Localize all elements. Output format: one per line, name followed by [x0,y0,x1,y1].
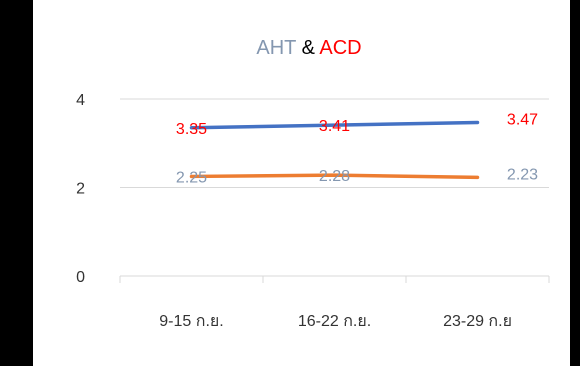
series-lines [189,120,480,180]
series-line-2 [189,173,480,180]
chart-panel: AHT & ACD 0 2 4 9-15 ก.ย. 16-22 ก.ย. 23-29 ก… [33,0,570,366]
chart-title-part-1: & [296,37,319,59]
x-tick-label: 9-15 ก.ย. [159,313,223,330]
chart-title-part-2: ACD [319,37,361,59]
x-tick-label: 23-29 ก.ย [443,313,512,330]
x-tick-label: 16-22 ก.ย. [298,313,371,330]
y-axis-ticks: 0 2 4 [76,92,85,286]
chart-title-part-0: AHT [256,37,296,59]
data-label: 2.28 [319,168,350,185]
x-axis [119,275,550,283]
chart-title: AHT & ACD [256,37,361,59]
data-label: 3.35 [176,121,207,138]
y-tick-label: 0 [76,269,85,286]
data-label: 3.41 [319,118,350,135]
series-line-1 [189,120,480,130]
y-tick-label: 4 [76,92,85,109]
y-tick-label: 2 [76,181,85,198]
data-labels: 3.35 3.41 3.47 2.25 2.28 2.23 [176,111,538,186]
data-label: 2.23 [507,166,538,183]
line-chart: AHT & ACD 0 2 4 9-15 ก.ย. 16-22 ก.ย. 23-29 ก… [76,37,550,330]
data-label: 3.47 [507,111,538,128]
data-label: 2.25 [176,169,207,186]
x-axis-ticks: 9-15 ก.ย. 16-22 ก.ย. 23-29 ก.ย [159,313,512,330]
gridlines [120,98,549,188]
